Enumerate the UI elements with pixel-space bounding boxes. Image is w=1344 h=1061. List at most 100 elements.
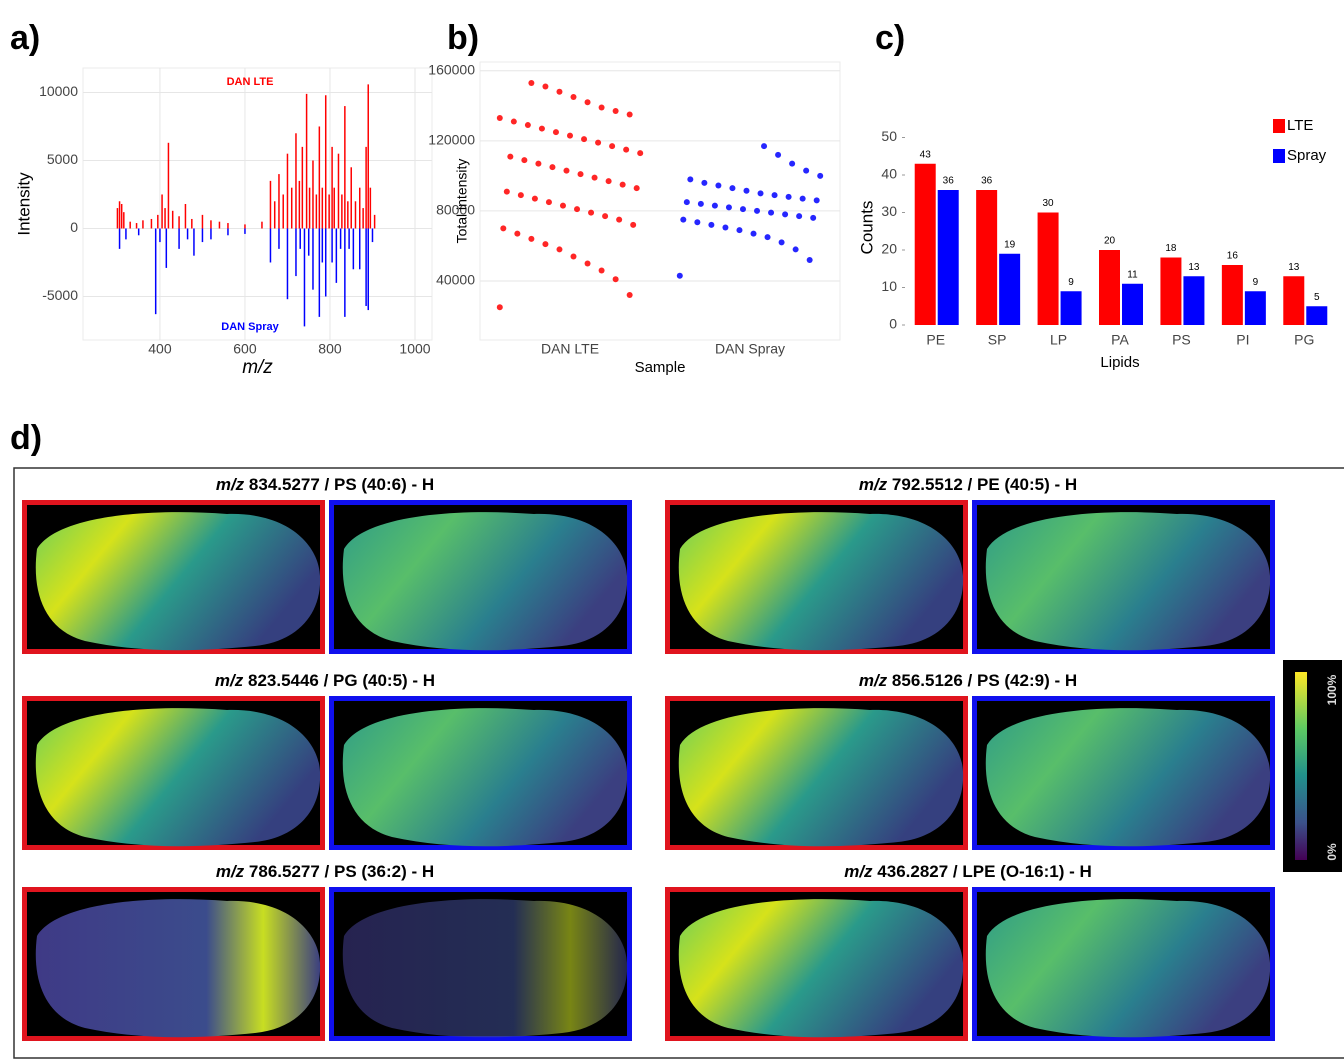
point [496, 304, 503, 311]
bar [999, 253, 1021, 325]
point [810, 214, 817, 221]
panel-label: b) [447, 19, 479, 57]
y-tick-label: -5000 [42, 287, 78, 303]
point [761, 143, 768, 150]
point [817, 172, 824, 179]
y-tick-label: 40 [881, 166, 897, 182]
ion-label: 792.5512 / PE (40:5) - H [892, 475, 1077, 494]
point [563, 167, 570, 174]
point [588, 209, 595, 216]
y-tick-label: 10 [881, 278, 897, 294]
point [715, 182, 722, 189]
point [694, 219, 701, 226]
bar [1183, 276, 1205, 325]
value-label: 36 [943, 176, 955, 187]
bar [1160, 257, 1182, 325]
point [559, 202, 566, 209]
tissue-image [985, 512, 1271, 651]
tissue-image [985, 708, 1271, 847]
point [549, 164, 556, 171]
point [556, 88, 563, 95]
x-tick-label: PE [926, 332, 945, 348]
bar [1221, 265, 1243, 325]
x-tick-label: DAN Spray [715, 341, 785, 357]
ion-label: 436.2827 / LPE (O-16:1) - H [877, 862, 1091, 881]
value-label: 18 [1165, 243, 1177, 254]
mz-prefix: m/z [215, 671, 244, 690]
tissue-image [985, 899, 1271, 1038]
value-label: 5 [1314, 292, 1320, 303]
point [552, 129, 559, 136]
point [775, 151, 782, 158]
point [764, 234, 771, 241]
y-axis-label: Total intensity [454, 159, 470, 244]
point [514, 230, 521, 237]
point [768, 209, 775, 216]
point [584, 99, 591, 106]
bar [1037, 212, 1059, 325]
point [785, 193, 792, 200]
value-label: 20 [1104, 236, 1116, 247]
point [567, 132, 573, 139]
point [605, 178, 612, 185]
point [602, 213, 609, 220]
x-tick-label: PS [1172, 332, 1191, 348]
tissue-image [678, 512, 964, 651]
x-tick-label: DAN LTE [541, 341, 599, 357]
point [535, 160, 542, 167]
bar [1099, 250, 1120, 325]
point [729, 185, 736, 192]
point [598, 104, 605, 111]
y-tick-label: 120000 [428, 132, 475, 148]
tissue-image [678, 708, 964, 847]
value-label: 9 [1068, 277, 1074, 288]
image-title: m/z 834.5277 / PS (40:6) - H [216, 475, 434, 494]
point [626, 291, 633, 298]
point [792, 246, 799, 253]
y-tick-label: 160000 [428, 61, 475, 77]
y-tick-label: 50 [881, 128, 897, 144]
point [697, 200, 704, 207]
value-label: 13 [1288, 262, 1300, 273]
x-tick-label: SP [988, 332, 1007, 348]
y-tick-label: 40000 [436, 272, 475, 288]
point [789, 160, 796, 167]
tissue-image [35, 708, 321, 847]
y-axis-label: Counts [857, 201, 876, 255]
point [676, 272, 683, 279]
x-axis-label: Sample [635, 359, 686, 376]
bar [937, 190, 959, 325]
point [799, 195, 806, 202]
point [500, 225, 507, 232]
legend-swatch [1273, 149, 1285, 163]
point [806, 256, 813, 263]
tissue-image [342, 899, 628, 1038]
image-title: m/z 786.5277 / PS (36:2) - H [216, 862, 434, 881]
point [503, 188, 510, 195]
point [708, 221, 715, 228]
point [595, 139, 602, 146]
panel-label: a) [10, 19, 40, 57]
x-tick-label: 1000 [399, 341, 430, 357]
tissue-image [342, 512, 628, 651]
value-label: 43 [920, 149, 932, 160]
point [736, 227, 743, 234]
y-tick-label: 80000 [436, 202, 475, 218]
point [609, 143, 616, 150]
point [778, 239, 785, 246]
plot-area [82, 67, 433, 341]
mz-prefix: m/z [216, 862, 245, 881]
point [757, 190, 764, 197]
point [542, 83, 549, 90]
point [577, 171, 584, 178]
legend-label: LTE [1287, 117, 1313, 134]
value-label: 13 [1188, 262, 1200, 273]
y-tick-label: 20 [881, 241, 897, 257]
point [630, 221, 637, 228]
tissue-image [35, 899, 321, 1038]
bar [914, 163, 936, 325]
value-label: 16 [1227, 251, 1239, 262]
point [680, 216, 687, 223]
point [524, 122, 531, 129]
